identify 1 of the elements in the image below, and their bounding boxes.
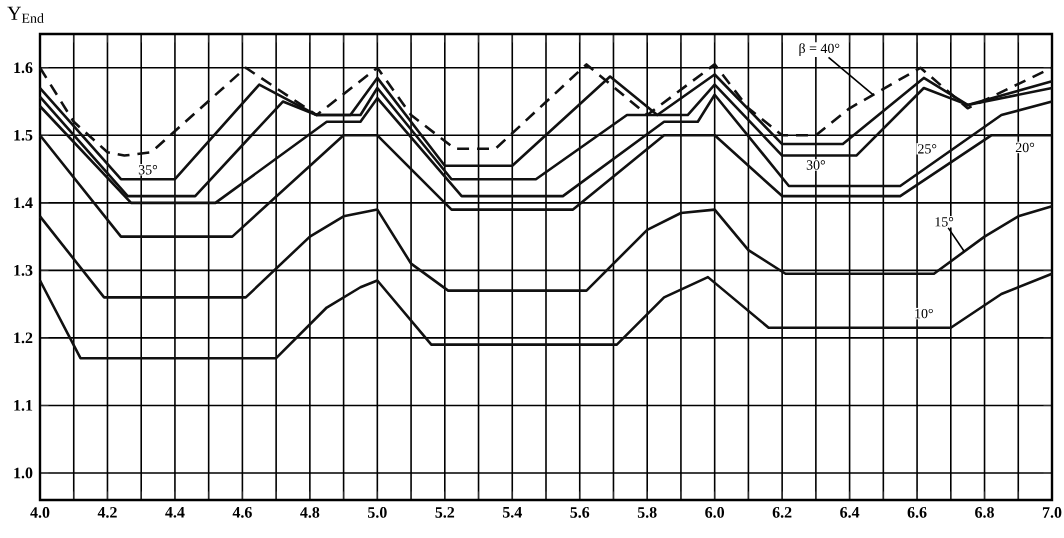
y-axis-title: Y$_{End}$	[7, 6, 44, 23]
